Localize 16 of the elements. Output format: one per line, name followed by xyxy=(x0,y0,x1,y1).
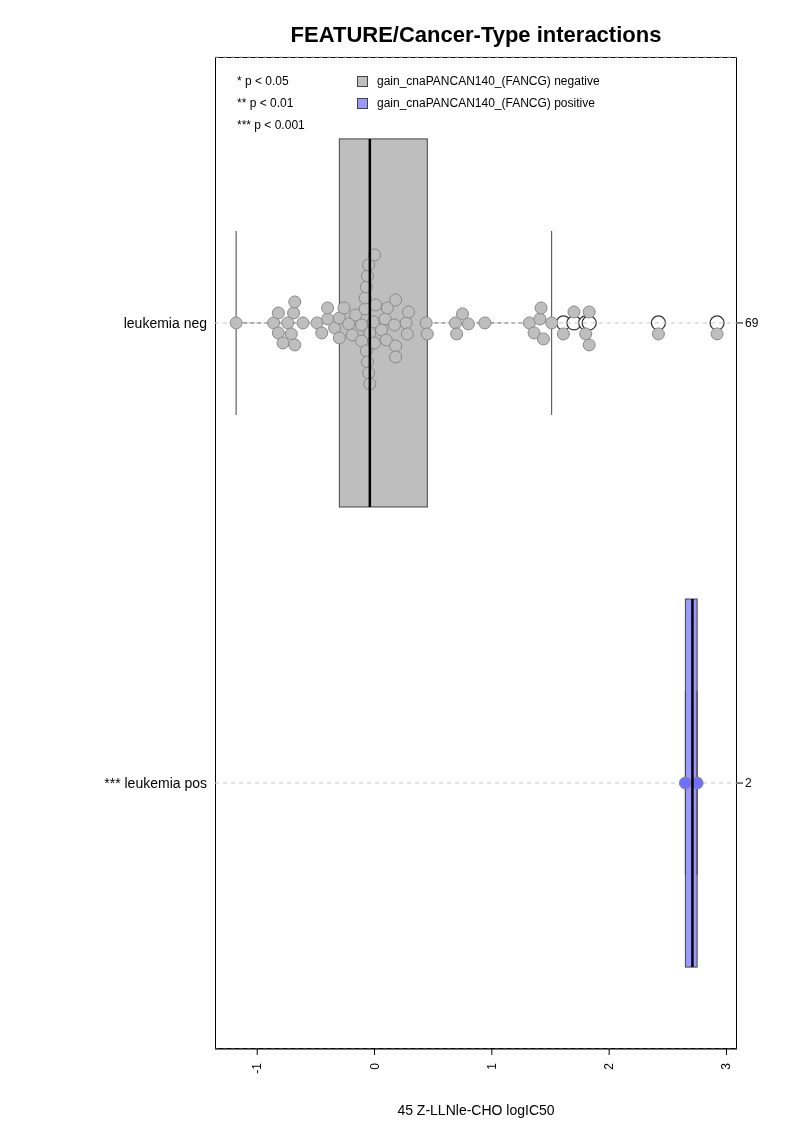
x-axis-title: 45 Z-LLNle-CHO logIC50 xyxy=(397,1102,555,1118)
chart-title: FEATURE/Cancer-Type interactions xyxy=(289,22,663,48)
y-tick-label: leukemia neg xyxy=(123,314,207,331)
annotation: * p < 0.05 xyxy=(237,73,290,90)
annotation: *** p < 0.001 xyxy=(237,117,305,134)
legend-label: gain_cnaPANCAN140_(FANCG) negative xyxy=(377,73,600,90)
x-tick-label: 0 xyxy=(367,1062,382,1070)
y-tick-label: *** leukemia pos xyxy=(104,775,207,792)
x-tick-label: 1 xyxy=(484,1062,499,1070)
legend-label: gain_cnaPANCAN140_(FANCG) positive xyxy=(377,95,595,112)
x-tick-label: 2 xyxy=(602,1062,617,1070)
y2-tick-label: 2 xyxy=(745,776,752,791)
x-tick-label: 3 xyxy=(719,1062,734,1070)
annotation: ** p < 0.01 xyxy=(237,95,295,112)
x-tick-label: -1 xyxy=(250,1062,265,1074)
y2-tick-label: 69 xyxy=(745,316,759,331)
